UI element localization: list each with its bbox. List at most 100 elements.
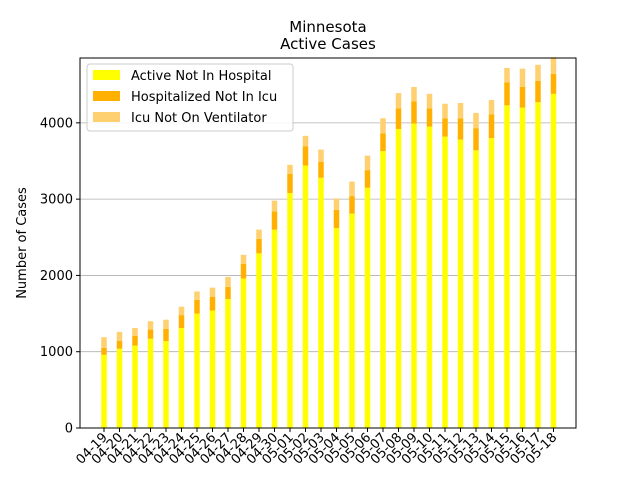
bar-segment <box>271 229 278 428</box>
bar-segment <box>519 107 526 428</box>
bar-segment <box>163 328 169 342</box>
bar-segment <box>550 93 557 429</box>
bar-segment <box>504 82 510 106</box>
legend-box <box>86 63 294 132</box>
bar-segment <box>426 108 433 127</box>
bar-segment <box>488 114 495 139</box>
bar-segment <box>287 164 293 174</box>
bars <box>101 57 557 429</box>
bar-segment <box>411 123 417 428</box>
bar-segment <box>101 347 107 355</box>
chart-subtitle: Active Cases <box>280 35 376 53</box>
bar-segment <box>442 103 448 119</box>
bar-segment <box>457 103 464 119</box>
bar-segment <box>411 86 417 102</box>
bar-segment <box>349 181 355 197</box>
bar-segment <box>550 57 557 75</box>
bar-segment <box>194 291 200 300</box>
bar-segment <box>411 101 417 124</box>
y-tick-label: 0 <box>65 422 73 437</box>
gridlines <box>80 122 576 353</box>
bar-segment <box>380 118 386 134</box>
bar-segment <box>225 299 231 428</box>
bar-segment <box>287 193 293 428</box>
bar-segment <box>318 149 324 162</box>
bar-segment <box>101 337 107 348</box>
legend-swatch <box>93 112 120 122</box>
bar-segment <box>163 319 169 329</box>
y-tick-label: 1000 <box>40 345 73 360</box>
bar-segment <box>364 155 371 171</box>
bar-segment <box>380 133 386 152</box>
bar-segment <box>163 341 169 428</box>
y-axis: 0 1000 2000 3000 4000 <box>40 116 80 437</box>
bar-segment <box>194 313 200 428</box>
bar-segment <box>380 151 386 429</box>
bar-segment <box>504 105 510 429</box>
bar-segment <box>132 335 138 346</box>
bar-segment <box>240 278 247 428</box>
legend-label: Icu Not On Ventilator <box>131 111 267 126</box>
bar-segment <box>256 253 262 428</box>
bar-segment <box>209 287 216 297</box>
bar-segment <box>457 139 464 429</box>
bar-segment <box>349 196 355 214</box>
bar-segment <box>116 331 123 342</box>
bar-segment <box>473 128 479 151</box>
bar-segment <box>132 328 138 336</box>
bar-segment <box>194 299 200 314</box>
bar-segment <box>318 177 324 428</box>
bar-segment <box>395 93 402 109</box>
bar-segment <box>240 263 247 279</box>
bar-segment <box>116 341 123 349</box>
bar-segment <box>395 128 402 428</box>
bar-segment <box>302 146 309 166</box>
bar-segment <box>225 276 231 287</box>
bar-segment <box>535 64 541 81</box>
bar-segment <box>209 296 216 311</box>
bar-segment <box>101 354 107 428</box>
bar-segment <box>256 238 262 254</box>
bar-segment <box>271 200 278 212</box>
bar-segment <box>287 173 293 194</box>
bar-segment <box>225 286 231 300</box>
y-tick-label: 2000 <box>40 269 73 284</box>
y-tick-label: 4000 <box>40 116 73 131</box>
bar-segment <box>178 306 185 316</box>
plot-frame <box>79 57 577 429</box>
bar-segment <box>473 150 479 429</box>
legend-swatch <box>93 91 120 101</box>
bar-segment <box>333 209 340 229</box>
bar-segment <box>535 102 541 428</box>
bar-segment <box>426 126 433 428</box>
legend-swatch <box>93 70 120 80</box>
bar-segment <box>457 118 464 140</box>
bar-segment <box>364 187 371 428</box>
bar-segment <box>442 136 448 428</box>
bar-segment <box>256 229 262 239</box>
bar-segment <box>488 99 495 115</box>
bar-segment <box>488 138 495 428</box>
bar-segment <box>364 170 371 188</box>
bar-segment <box>240 254 247 264</box>
bar-segment <box>519 86 526 108</box>
bar-segment <box>349 213 355 428</box>
legend-label: Active Not In Hospital <box>131 69 272 84</box>
bar-segment <box>426 93 433 109</box>
bar-segment <box>473 112 479 129</box>
chart-title: Minnesota <box>289 18 366 36</box>
bar-segment <box>132 345 138 428</box>
bar-segment <box>535 80 541 103</box>
y-axis-label: Number of Cases <box>15 187 30 299</box>
bar-segment <box>116 348 123 428</box>
bar-segment <box>504 67 510 83</box>
bar-segment <box>147 338 154 428</box>
bar-segment <box>318 161 324 178</box>
y-tick-label: 3000 <box>40 193 73 208</box>
bar-segment <box>333 228 340 428</box>
x-axis: 04-1904-2004-2104-2204-2304-2404-2504-26… <box>74 428 560 468</box>
bar-segment <box>302 135 309 147</box>
bar-segment <box>550 74 557 94</box>
legend: Active Not In Hospital Hospitalized Not I… <box>86 63 294 132</box>
